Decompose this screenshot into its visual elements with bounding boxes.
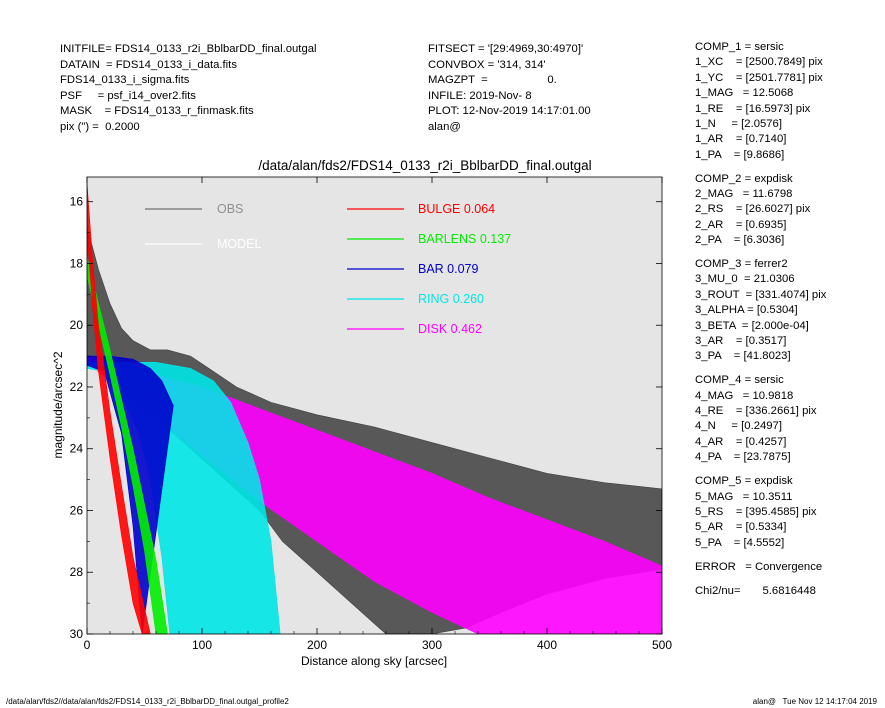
legend-label-disk: DISK 0.462 xyxy=(418,322,482,336)
component-parameter: 1_AR = [0.7140] xyxy=(695,133,787,146)
header-middle-line: MAGZPT = 0. xyxy=(428,74,557,86)
component-parameter: COMP_1 = sersic xyxy=(695,41,784,53)
component-parameter: COMP_5 = expdisk xyxy=(695,475,793,488)
component-parameter: 2_RS = [26.6027] pix xyxy=(695,203,811,216)
x-axis-label: Distance along sky [arcsec] xyxy=(301,654,447,668)
component-parameter: Chi2/nu= 5.6816448 xyxy=(695,584,816,597)
component-parameter: 3_AR = [0.3517] xyxy=(695,335,787,348)
component-parameter: 1_PA = [9.8686] xyxy=(695,148,785,161)
component-parameter: 1_YC = [2501.7781] pix xyxy=(695,71,823,84)
header-middle-line: PLOT: 12-Nov-2019 14:17:01.00 xyxy=(428,105,591,117)
component-parameter: COMP_2 = expdisk xyxy=(695,172,793,185)
component-group: COMP_3 = ferrer2 3_MU_0 = 21.0306 3_ROUT =… xyxy=(695,257,826,365)
component-parameter: 5_MAG = 10.3511 xyxy=(695,490,793,503)
series-band-bulge xyxy=(87,183,151,634)
component-parameter: 4_N = [0.2497] xyxy=(695,420,782,433)
header-left: INITFILE= FDS14_0133_r2i_BblbarDD_final.… xyxy=(60,42,317,135)
component-parameter: 5_AR = [0.5334] xyxy=(695,521,787,534)
header-middle-line: alan@ xyxy=(428,120,461,133)
component-group: COMP_1 = sersic 1_XC = [2500.7849] pix 1_Y… xyxy=(695,40,826,163)
component-group: COMP_4 = sersic 4_MAG = 10.9818 4_RE = [33… xyxy=(695,373,826,465)
header-left-line: pix (") = 0.2000 xyxy=(60,120,140,133)
header-middle-line: FITSECT = '[29:4969,30:4970]' xyxy=(428,43,584,55)
component-group: COMP_5 = expdisk 5_MAG = 10.3511 5_RS = [3… xyxy=(695,474,826,551)
header-left-line: MASK = FDS14_0133_r_finmask.fits xyxy=(60,105,254,117)
component-parameter: 2_AR = [0.6935] xyxy=(695,218,787,231)
header-middle: FITSECT = '[29:4969,30:4970]' CONVBOX = '… xyxy=(428,42,591,135)
component-parameter: ERROR = Convergence xyxy=(695,560,823,573)
component-group: ERROR = Convergence xyxy=(695,560,826,575)
model-bands xyxy=(87,183,662,634)
header-left-line: DATAIN = FDS14_0133_i_data.fits xyxy=(60,58,237,71)
y-tick-label: 28 xyxy=(70,565,84,579)
component-parameter: 2_MAG = 11.6798 xyxy=(695,188,793,201)
component-parameter: COMP_4 = sersic xyxy=(695,374,784,387)
plot-frame xyxy=(86,176,663,635)
legend-label-bar: BAR 0.079 xyxy=(418,262,479,276)
header-middle-line: INFILE: 2019-Nov- 8 xyxy=(428,89,532,102)
legend-label-model: MODEL xyxy=(217,237,262,251)
component-parameter: 4_MAG = 10.9818 xyxy=(695,389,794,402)
component-parameter: 1_MAG = 12.5068 xyxy=(695,87,794,100)
y-tick-label: 22 xyxy=(70,380,84,394)
legend-label-barlens: BARLENS 0.137 xyxy=(418,232,511,246)
legend-label-ring: RING 0.260 xyxy=(418,292,484,306)
component-parameter: 2_PA = [6.3036] xyxy=(695,234,785,247)
header-left-line: FDS14_0133_i_sigma.fits xyxy=(60,74,190,86)
legend: OBS MODEL BULGE 0.064 BARLENS 0.137 BAR 0.07… xyxy=(145,202,511,336)
component-parameter: 5_PA = [4.5552] xyxy=(695,536,785,549)
component-parameter: 4_RE = [336.2661] pix xyxy=(695,405,817,418)
legend-label-obs: OBS xyxy=(217,202,243,216)
header-middle-line: CONVBOX = '314, 314' xyxy=(428,58,546,71)
axes: 0 100 200 300 400 500 16 18 20 22 24 26 28 30 xyxy=(70,177,672,652)
component-group: Chi2/nu= 5.6816448 xyxy=(695,584,826,599)
component-parameter: 1_XC = [2500.7849] pix xyxy=(695,56,823,69)
component-parameter: 3_MU_0 = 21.0306 xyxy=(695,273,795,286)
component-parameter: 5_RS = [395.4585] pix xyxy=(695,505,817,518)
component-parameter: 1_RE = [16.5973] pix xyxy=(695,102,811,115)
x-tick-label: 200 xyxy=(307,638,327,652)
header-left-line: PSF = psf_i14_over2.fits xyxy=(60,89,196,102)
component-parameter: 4_AR = [0.4257] xyxy=(695,435,787,448)
y-tick-label: 20 xyxy=(70,318,84,332)
component-group: COMP_2 = expdisk 2_MAG = 11.6798 2_RS = [2… xyxy=(695,172,826,249)
x-tick-label: 100 xyxy=(192,638,212,652)
component-parameter: 3_ALPHA = [0.5304] xyxy=(695,304,798,317)
y-tick-label: 18 xyxy=(70,256,84,270)
component-parameter: 3_ROUT = [331.4074] pix xyxy=(695,288,827,301)
y-tick-label: 16 xyxy=(70,195,84,209)
y-tick-label: 26 xyxy=(70,503,84,517)
legend-label-bulge: BULGE 0.064 xyxy=(418,202,495,216)
x-tick-label: 500 xyxy=(652,638,672,652)
x-tick-label: 300 xyxy=(422,638,442,652)
x-tick-label: 0 xyxy=(84,638,91,652)
y-tick-label: 30 xyxy=(70,627,84,641)
component-parameter: 4_PA = [23.7875] xyxy=(695,451,791,464)
y-axis-label: magnitude/arcsec^2 xyxy=(51,351,65,458)
component-parameters: COMP_1 = sersic 1_XC = [2500.7849] pix 1_Y… xyxy=(695,40,826,607)
header-left-line: INITFILE= FDS14_0133_r2i_BblbarDD_final.… xyxy=(60,43,317,55)
x-tick-label: 400 xyxy=(537,638,557,652)
chart-title: /data/alan/fds2/FDS14_0133_r2i_BblbarDD_… xyxy=(258,158,592,173)
component-parameter: 3_BETA = [2.000e-04] xyxy=(695,319,809,332)
series-band-barlens xyxy=(87,257,168,634)
footer-path: /data/alan/fds2//data/alan/fds2/FDS14_01… xyxy=(6,697,289,706)
y-tick-label: 24 xyxy=(70,442,84,456)
component-parameter: 3_PA = [41.8023] xyxy=(695,350,791,363)
component-parameter: 1_N = [2.0576] xyxy=(695,117,782,130)
footer-user-time: alan@ Tue Nov 12 14:17:04 2019 xyxy=(752,697,877,706)
component-parameter: COMP_3 = ferrer2 xyxy=(695,258,788,271)
